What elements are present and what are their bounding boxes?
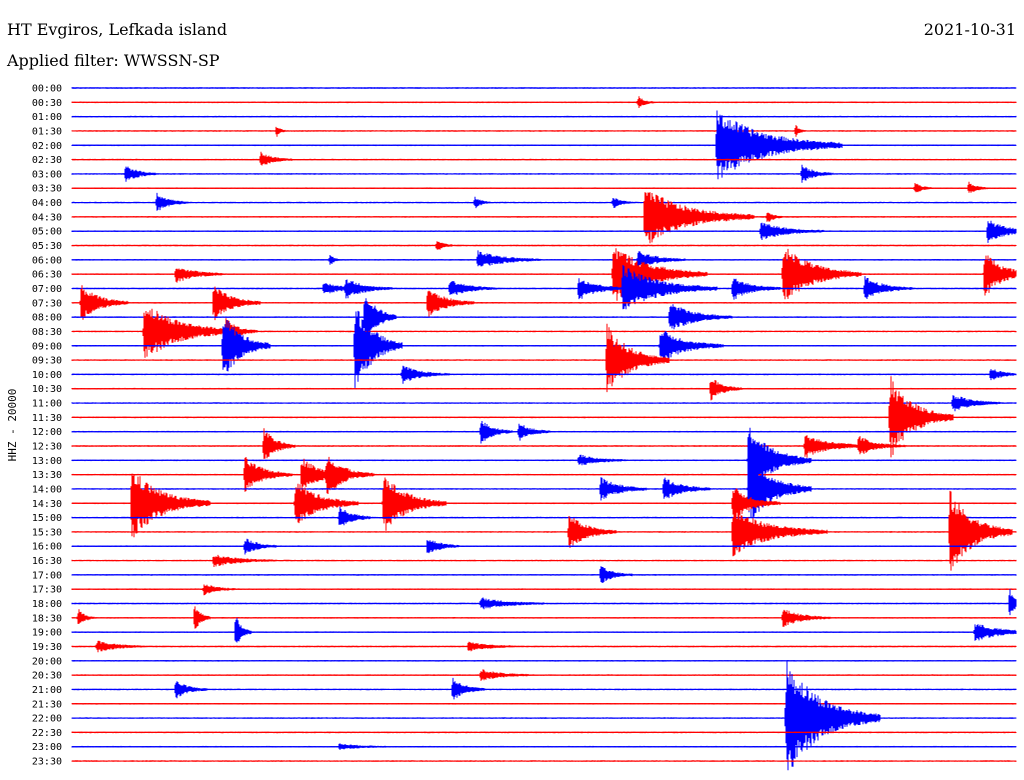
time-tick-label: 05:00 xyxy=(32,227,62,238)
time-tick-label: 23:00 xyxy=(32,742,62,753)
time-tick-label: 13:30 xyxy=(32,470,62,481)
time-tick-label: 10:30 xyxy=(32,384,62,395)
time-tick-label: 18:00 xyxy=(32,599,62,610)
seismic-trace-line xyxy=(71,308,1017,358)
seismic-trace-line xyxy=(71,192,1017,244)
time-tick-label: 10:00 xyxy=(32,370,62,381)
record-date: 2021-10-31 xyxy=(923,20,1016,39)
time-tick-label: 07:30 xyxy=(32,298,62,309)
time-tick-label: 01:30 xyxy=(32,126,62,137)
time-tick-label: 03:00 xyxy=(32,169,62,180)
time-tick-label: 09:30 xyxy=(32,356,62,367)
time-tick-label: 02:30 xyxy=(32,155,62,166)
seismic-trace-line xyxy=(71,380,1017,401)
time-tick-label: 20:30 xyxy=(32,671,62,682)
seismic-trace-line xyxy=(71,310,1017,388)
time-tick-label: 21:30 xyxy=(32,699,62,710)
time-tick-label: 20:00 xyxy=(32,656,62,667)
time-tick-label: 11:30 xyxy=(32,413,62,424)
time-tick-label: 04:00 xyxy=(32,198,62,209)
time-tick-label: 02:00 xyxy=(32,141,62,152)
filter-label: Applied filter: WWSSN-SP xyxy=(7,51,220,70)
seismic-trace-line xyxy=(71,660,1017,771)
time-tick-label: 06:00 xyxy=(32,255,62,266)
station-title: HT Evgiros, Lefkada island xyxy=(7,20,228,39)
time-tick-label: 16:30 xyxy=(32,556,62,567)
time-tick-label: 21:00 xyxy=(32,685,62,696)
seismic-trace-line xyxy=(71,151,1017,166)
time-tick-label: 07:00 xyxy=(32,284,62,295)
time-tick-label: 15:00 xyxy=(32,513,62,524)
time-tick-label: 09:00 xyxy=(32,341,62,352)
seismic-trace-line xyxy=(71,455,1017,518)
time-tick-label: 14:30 xyxy=(32,499,62,510)
time-tick-label: 00:30 xyxy=(32,98,62,109)
time-tick-label: 22:00 xyxy=(32,714,62,725)
y-axis-label: HHZ - 20000 xyxy=(6,389,19,462)
time-tick-label: 03:30 xyxy=(32,184,62,195)
seismic-trace-line xyxy=(71,677,1017,700)
time-tick-label: 12:00 xyxy=(32,427,62,438)
seismic-trace-line xyxy=(71,617,1017,643)
seismic-trace-line xyxy=(71,584,1017,596)
time-tick-label: 08:00 xyxy=(32,313,62,324)
time-tick-label: 16:00 xyxy=(32,542,62,553)
time-tick-label: 04:30 xyxy=(32,212,62,223)
seismic-trace-line xyxy=(71,192,1017,211)
seismic-trace-line xyxy=(71,589,1017,616)
time-tick-label: 17:30 xyxy=(32,585,62,596)
seismic-trace-line xyxy=(71,181,1017,193)
time-tick-label: 23:30 xyxy=(32,757,62,768)
time-tick-label: 00:00 xyxy=(32,84,62,95)
time-tick-label: 22:30 xyxy=(32,728,62,739)
time-tick-label: 05:30 xyxy=(32,241,62,252)
time-tick-label: 17:00 xyxy=(32,570,62,581)
seismic-trace-line xyxy=(71,506,1017,526)
time-tick-label: 01:00 xyxy=(32,112,62,123)
time-tick-label: 11:00 xyxy=(32,399,62,410)
time-tick-label: 13:00 xyxy=(32,456,62,467)
time-tick-label: 12:30 xyxy=(32,442,62,453)
seismic-trace-line xyxy=(71,323,1017,393)
time-tick-label: 19:30 xyxy=(32,642,62,653)
time-tick-label: 15:30 xyxy=(32,527,62,538)
time-tick-label: 19:00 xyxy=(32,628,62,639)
time-tick-label: 08:30 xyxy=(32,327,62,338)
time-tick-label: 14:00 xyxy=(32,484,62,495)
time-tick-label: 06:30 xyxy=(32,270,62,281)
time-tick-label: 18:30 xyxy=(32,613,62,624)
seismic-trace-line xyxy=(71,473,1017,538)
